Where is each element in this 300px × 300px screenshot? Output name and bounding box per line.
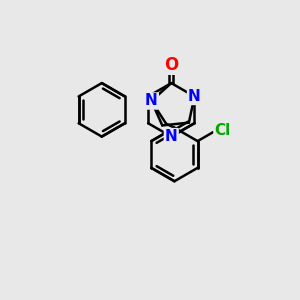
Text: N: N bbox=[165, 129, 178, 144]
Text: O: O bbox=[164, 56, 178, 74]
Text: N: N bbox=[145, 94, 158, 109]
Text: N: N bbox=[188, 89, 201, 104]
Text: Cl: Cl bbox=[214, 123, 231, 138]
